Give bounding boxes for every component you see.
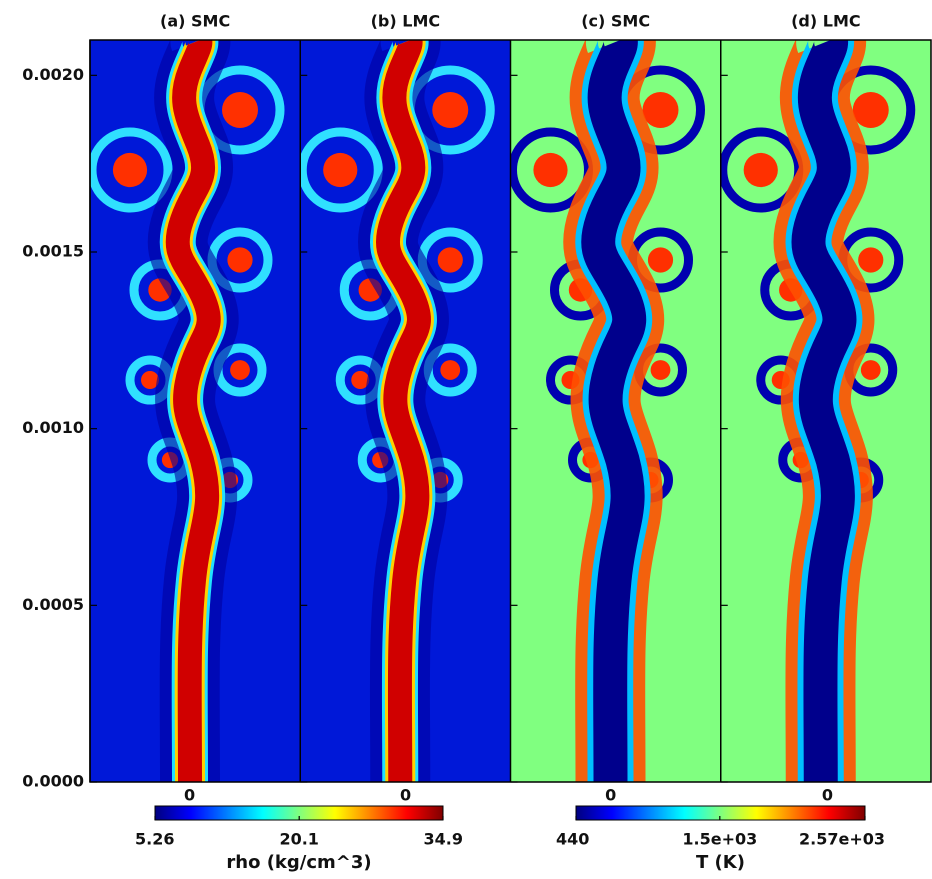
swirl-core [222, 92, 258, 128]
y-tick-label: 0.0015 [22, 242, 84, 261]
panel [300, 40, 511, 782]
colorbar-tick-label: 34.9 [424, 830, 463, 849]
y-tick-label: 0.0010 [22, 418, 84, 437]
colorbar [575, 805, 866, 821]
colorbar-label: T (K) [696, 852, 745, 873]
panel [510, 40, 721, 782]
swirl-core [858, 247, 884, 273]
swirl-core [227, 247, 253, 273]
colorbar-tick-label: 20.1 [279, 830, 318, 849]
swirl-core [141, 371, 159, 389]
swirl-core [647, 247, 674, 273]
panel-title: (c) SMC [581, 12, 650, 31]
colorbar-top-label: 0 [605, 786, 616, 805]
plume-core [581, 40, 647, 782]
colorbar-tick-label: 1.5e+03 [682, 830, 757, 849]
colorbar-label: rho (kg/cm^3) [226, 852, 371, 873]
panel-title: (d) LMC [791, 12, 861, 31]
swirl-core [533, 152, 568, 188]
colorbar-tick-label: 5.26 [135, 830, 174, 849]
swirl-core [323, 152, 358, 188]
swirl-core [650, 360, 671, 380]
colorbar-top-label: 0 [822, 786, 833, 805]
swirl-core [743, 152, 778, 188]
plume-core [376, 40, 431, 782]
swirl-edge [90, 127, 173, 213]
panel-title: (a) SMC [160, 12, 230, 31]
panel [720, 40, 931, 782]
plume-core [791, 40, 857, 782]
y-tick-label: 0.0005 [22, 595, 84, 614]
panel [90, 40, 301, 782]
swirl-core [437, 247, 463, 273]
panel-title: (b) LMC [371, 12, 441, 31]
swirl-core [112, 152, 148, 188]
y-tick-label: 0.0020 [22, 65, 84, 84]
swirl-core [432, 92, 469, 128]
swirl-core [351, 371, 370, 389]
swirl-core [852, 92, 889, 128]
colorbar-tick-label: 440 [556, 830, 589, 849]
swirl-core [860, 360, 881, 380]
colorbar-tick-label: 2.57e+03 [799, 830, 885, 849]
swirl-edge [300, 127, 383, 213]
plume-core [165, 40, 221, 782]
swirl-core [440, 360, 461, 380]
swirl-core [230, 360, 250, 380]
colorbar-top-label: 0 [400, 786, 411, 805]
colorbar-top-label: 0 [184, 786, 195, 805]
swirl-core [642, 92, 679, 128]
y-tick-label: 0.0000 [22, 772, 84, 791]
